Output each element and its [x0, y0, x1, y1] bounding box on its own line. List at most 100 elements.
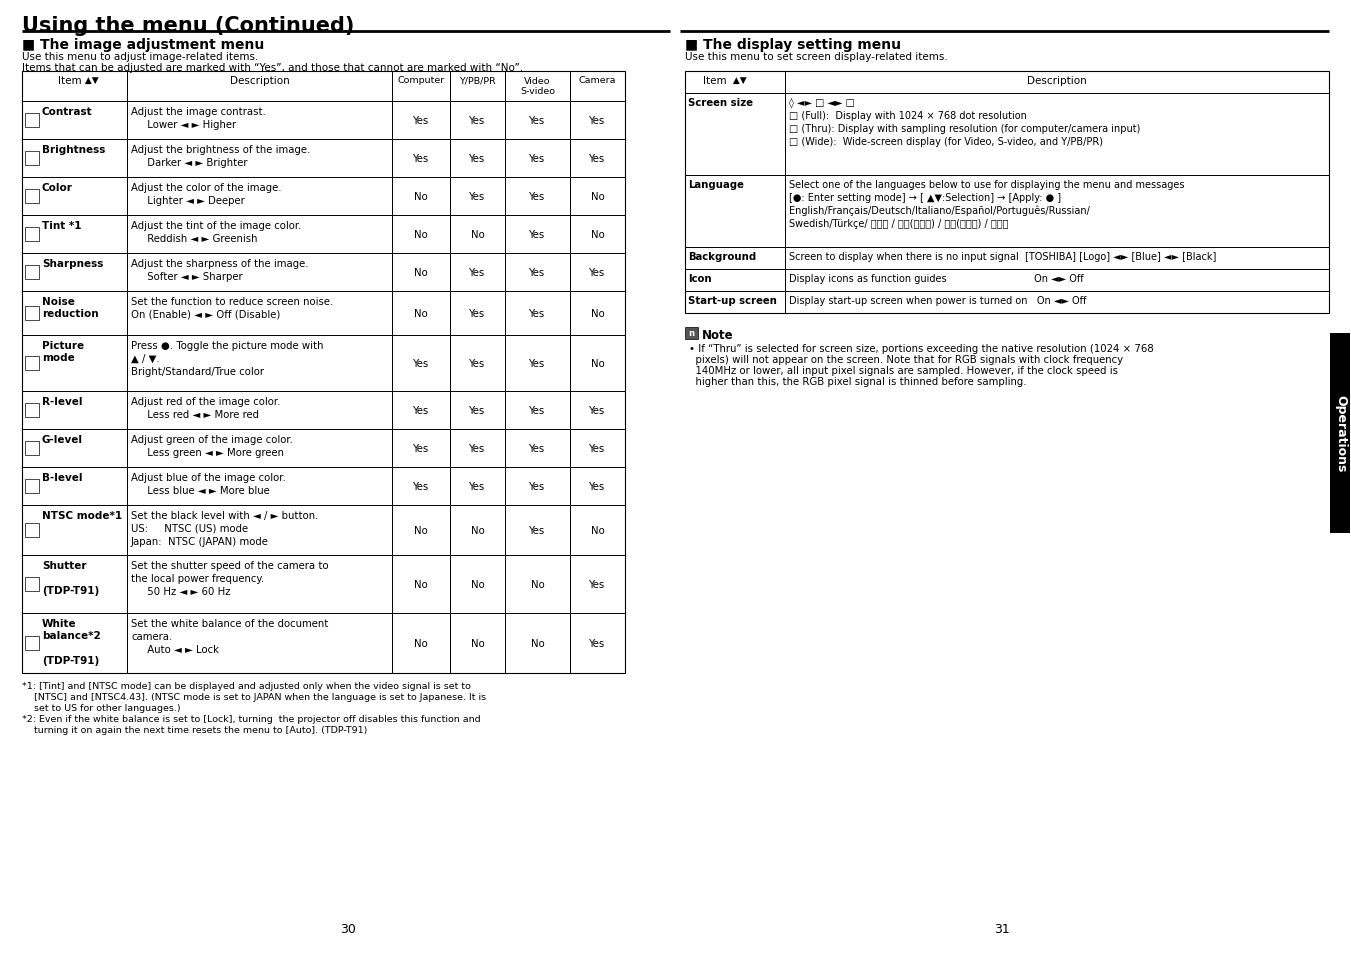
- Text: [NTSC] and [NTSC4.43]. (NTSC mode is set to JAPAN when the language is set to Ja: [NTSC] and [NTSC4.43]. (NTSC mode is set…: [22, 692, 486, 701]
- Text: Yes: Yes: [469, 443, 485, 454]
- Text: ■ The image adjustment menu: ■ The image adjustment menu: [22, 38, 265, 52]
- Text: No: No: [470, 639, 485, 648]
- Text: Item: Item: [703, 76, 727, 86]
- Text: Yes: Yes: [589, 639, 605, 648]
- Bar: [26, 266, 39, 280]
- Text: Language: Language: [688, 180, 744, 190]
- Text: No: No: [590, 192, 604, 202]
- Text: Y/PB/PR: Y/PB/PR: [459, 76, 496, 85]
- Text: Icon: Icon: [688, 274, 712, 284]
- Text: Yes: Yes: [413, 116, 430, 126]
- Text: Note: Note: [703, 329, 734, 341]
- Text: Set the white balance of the document
camera.
     Auto ◄ ► Lock: Set the white balance of the document ca…: [131, 618, 328, 654]
- Text: No: No: [415, 639, 428, 648]
- Text: ▲▼: ▲▼: [730, 76, 747, 85]
- Text: Press ●. Toggle the picture mode with
▲ / ▼.
Bright/Standard/True color: Press ●. Toggle the picture mode with ▲ …: [131, 340, 323, 376]
- Text: Yes: Yes: [589, 406, 605, 416]
- Text: White
balance*2

(TDP-T91): White balance*2 (TDP-T91): [42, 618, 101, 665]
- Text: Adjust red of the image color.
     Less red ◄ ► More red: Adjust red of the image color. Less red …: [131, 396, 281, 419]
- Text: No: No: [415, 579, 428, 589]
- Text: Display start-up screen when power is turned on   On ◄► Off: Display start-up screen when power is tu…: [789, 295, 1086, 306]
- Text: Sharpness: Sharpness: [42, 258, 104, 269]
- Bar: [26, 637, 39, 650]
- Text: Yes: Yes: [530, 443, 546, 454]
- Text: G-level: G-level: [42, 435, 82, 444]
- Text: Yes: Yes: [589, 481, 605, 492]
- Text: Picture
mode: Picture mode: [42, 340, 84, 363]
- Bar: [26, 228, 39, 242]
- Text: No: No: [590, 358, 604, 369]
- Text: 30: 30: [340, 923, 357, 935]
- Text: Yes: Yes: [469, 358, 485, 369]
- Text: set to US for other languages.): set to US for other languages.): [22, 703, 181, 712]
- Text: Yes: Yes: [589, 153, 605, 164]
- Text: Items that can be adjusted are marked with “Yes”, and those that cannot are mark: Items that can be adjusted are marked wi…: [22, 63, 523, 73]
- Text: Using the menu (Continued): Using the menu (Continued): [22, 16, 354, 36]
- Text: No: No: [470, 230, 485, 240]
- Text: Adjust the color of the image.
     Lighter ◄ ► Deeper: Adjust the color of the image. Lighter ◄…: [131, 183, 281, 206]
- Bar: [26, 523, 39, 537]
- Text: Adjust the brightness of the image.
     Darker ◄ ► Brighter: Adjust the brightness of the image. Dark…: [131, 145, 311, 168]
- Text: Adjust the image contrast.
     Lower ◄ ► Higher: Adjust the image contrast. Lower ◄ ► Hig…: [131, 107, 266, 130]
- Text: No: No: [590, 525, 604, 536]
- Text: Yes: Yes: [413, 358, 430, 369]
- Text: No: No: [470, 525, 485, 536]
- Text: Brightness: Brightness: [42, 145, 105, 154]
- Text: *2: Even if the white balance is set to [Lock], turning  the projector off disab: *2: Even if the white balance is set to …: [22, 714, 481, 723]
- Text: Computer: Computer: [397, 76, 444, 85]
- Text: Adjust blue of the image color.
     Less blue ◄ ► More blue: Adjust blue of the image color. Less blu…: [131, 473, 286, 496]
- Text: Shutter

(TDP-T91): Shutter (TDP-T91): [42, 560, 99, 596]
- Text: Description: Description: [230, 76, 289, 86]
- Bar: [26, 403, 39, 417]
- Text: Yes: Yes: [530, 481, 546, 492]
- Bar: [26, 479, 39, 494]
- Bar: [26, 190, 39, 204]
- Text: Color: Color: [42, 183, 73, 193]
- Text: Use this menu to adjust image-related items.: Use this menu to adjust image-related it…: [22, 52, 258, 62]
- Text: Yes: Yes: [530, 192, 546, 202]
- Text: Yes: Yes: [413, 443, 430, 454]
- Text: Adjust green of the image color.
     Less green ◄ ► More green: Adjust green of the image color. Less gr…: [131, 435, 293, 457]
- Bar: [1329, 334, 1350, 534]
- Bar: [26, 307, 39, 320]
- Text: Display icons as function guides                            On ◄► Off: Display icons as function guides On ◄► O…: [789, 274, 1084, 284]
- Text: R-level: R-level: [42, 396, 82, 407]
- Text: Yes: Yes: [413, 481, 430, 492]
- Bar: [26, 113, 39, 128]
- Text: No: No: [415, 525, 428, 536]
- Text: Set the shutter speed of the camera to
the local power frequency.
     50 Hz ◄ ►: Set the shutter speed of the camera to t…: [131, 560, 328, 596]
- Text: B-level: B-level: [42, 473, 82, 482]
- Text: Screen to display when there is no input signal  [TOSHIBA] [Logo] ◄► [Blue] ◄► [: Screen to display when there is no input…: [789, 252, 1216, 262]
- Text: higher than this, the RGB pixel signal is thinned before sampling.: higher than this, the RGB pixel signal i…: [689, 376, 1027, 387]
- Text: Yes: Yes: [530, 358, 546, 369]
- Text: No: No: [415, 268, 428, 277]
- Text: Contrast: Contrast: [42, 107, 93, 117]
- Text: Start-up screen: Start-up screen: [688, 295, 777, 306]
- Text: turning it on again the next time resets the menu to [Auto]. (TDP-T91): turning it on again the next time resets…: [22, 725, 367, 734]
- Text: Yes: Yes: [530, 230, 546, 240]
- Text: Yes: Yes: [530, 116, 546, 126]
- Text: Use this menu to set screen display-related items.: Use this menu to set screen display-rela…: [685, 52, 948, 62]
- Text: Set the function to reduce screen noise.
On (Enable) ◄ ► Off (Disable): Set the function to reduce screen noise.…: [131, 296, 334, 319]
- Text: Yes: Yes: [413, 406, 430, 416]
- Text: Yes: Yes: [469, 268, 485, 277]
- Text: No: No: [531, 579, 544, 589]
- Text: Background: Background: [688, 252, 757, 262]
- Text: Yes: Yes: [589, 443, 605, 454]
- Text: • If “Thru” is selected for screen size, portions exceeding the native resolutio: • If “Thru” is selected for screen size,…: [689, 344, 1154, 354]
- Text: Adjust the sharpness of the image.
     Softer ◄ ► Sharper: Adjust the sharpness of the image. Softe…: [131, 258, 308, 281]
- Text: ■ The display setting menu: ■ The display setting menu: [685, 38, 901, 52]
- Bar: [26, 152, 39, 166]
- Text: Yes: Yes: [530, 309, 546, 318]
- Text: Screen size: Screen size: [688, 98, 753, 108]
- Text: Set the black level with ◄ / ► button.
US:     NTSC (US) mode
Japan:  NTSC (JAPA: Set the black level with ◄ / ► button. U…: [131, 511, 319, 546]
- Bar: [26, 356, 39, 371]
- Text: Select one of the languages below to use for displaying the menu and messages
[●: Select one of the languages below to use…: [789, 180, 1185, 229]
- Text: Video
S-video: Video S-video: [520, 77, 555, 96]
- Bar: [22, 71, 626, 673]
- Text: NTSC mode*1: NTSC mode*1: [42, 511, 122, 520]
- Text: Yes: Yes: [469, 192, 485, 202]
- Text: Yes: Yes: [469, 481, 485, 492]
- Text: Yes: Yes: [589, 116, 605, 126]
- Text: No: No: [470, 579, 485, 589]
